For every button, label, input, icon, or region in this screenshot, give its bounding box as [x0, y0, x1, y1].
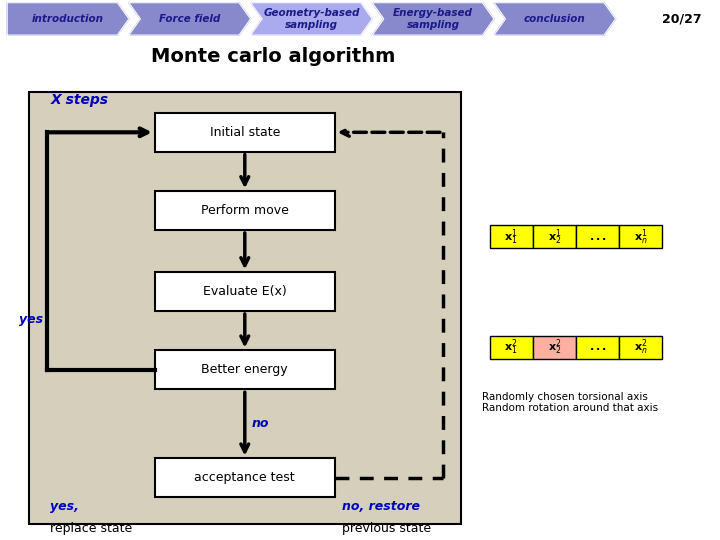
Text: previous state: previous state	[342, 522, 431, 535]
Text: Force field: Force field	[159, 14, 220, 24]
FancyBboxPatch shape	[619, 225, 662, 248]
FancyBboxPatch shape	[576, 225, 619, 248]
Polygon shape	[7, 3, 129, 35]
FancyBboxPatch shape	[490, 225, 533, 248]
Text: replace state: replace state	[50, 522, 132, 535]
Text: conclusion: conclusion	[524, 14, 585, 24]
Text: Geometry-based
sampling: Geometry-based sampling	[264, 8, 359, 30]
Text: Evaluate E(x): Evaluate E(x)	[203, 285, 287, 298]
Text: acceptance test: acceptance test	[194, 471, 295, 484]
Text: Initial state: Initial state	[210, 126, 280, 139]
FancyBboxPatch shape	[29, 92, 461, 524]
Polygon shape	[494, 3, 616, 35]
Polygon shape	[251, 3, 372, 35]
Text: $\mathbf{x}^{1}_{n}$: $\mathbf{x}^{1}_{n}$	[634, 227, 647, 247]
Text: Perform move: Perform move	[201, 204, 289, 217]
Text: yes,: yes,	[50, 500, 79, 513]
Text: $\mathbf{x}^{2}_{2}$: $\mathbf{x}^{2}_{2}$	[548, 338, 561, 357]
FancyBboxPatch shape	[490, 336, 533, 359]
FancyBboxPatch shape	[576, 336, 619, 359]
FancyBboxPatch shape	[619, 336, 662, 359]
Text: $\mathbf{...}$: $\mathbf{...}$	[589, 342, 606, 353]
Text: $\mathbf{x}^{1}_{1}$: $\mathbf{x}^{1}_{1}$	[505, 227, 518, 247]
Polygon shape	[372, 3, 494, 35]
Text: Better energy: Better energy	[202, 363, 288, 376]
FancyBboxPatch shape	[533, 225, 576, 248]
Text: $\mathbf{x}^{2}_{1}$: $\mathbf{x}^{2}_{1}$	[505, 338, 518, 357]
Text: $\mathbf{...}$: $\mathbf{...}$	[589, 232, 606, 242]
Polygon shape	[129, 3, 251, 35]
Text: introduction: introduction	[32, 14, 104, 24]
Text: 20/27: 20/27	[662, 12, 702, 25]
Text: $\mathbf{x}^{2}_{n}$: $\mathbf{x}^{2}_{n}$	[634, 338, 647, 357]
FancyBboxPatch shape	[155, 191, 335, 230]
FancyBboxPatch shape	[155, 458, 335, 497]
Text: yes: yes	[19, 313, 43, 327]
Text: no: no	[252, 417, 269, 430]
FancyBboxPatch shape	[155, 350, 335, 389]
Text: X steps: X steps	[50, 93, 109, 107]
Text: no, restore: no, restore	[342, 500, 420, 513]
Text: Randomly chosen torsional axis
Random rotation around that axis: Randomly chosen torsional axis Random ro…	[482, 392, 659, 413]
FancyBboxPatch shape	[533, 336, 576, 359]
FancyBboxPatch shape	[155, 272, 335, 311]
Text: $\mathbf{x}^{1}_{2}$: $\mathbf{x}^{1}_{2}$	[548, 227, 561, 247]
Text: Energy-based
sampling: Energy-based sampling	[393, 8, 473, 30]
Text: Monte carlo algorithm: Monte carlo algorithm	[151, 47, 396, 66]
FancyBboxPatch shape	[155, 113, 335, 152]
